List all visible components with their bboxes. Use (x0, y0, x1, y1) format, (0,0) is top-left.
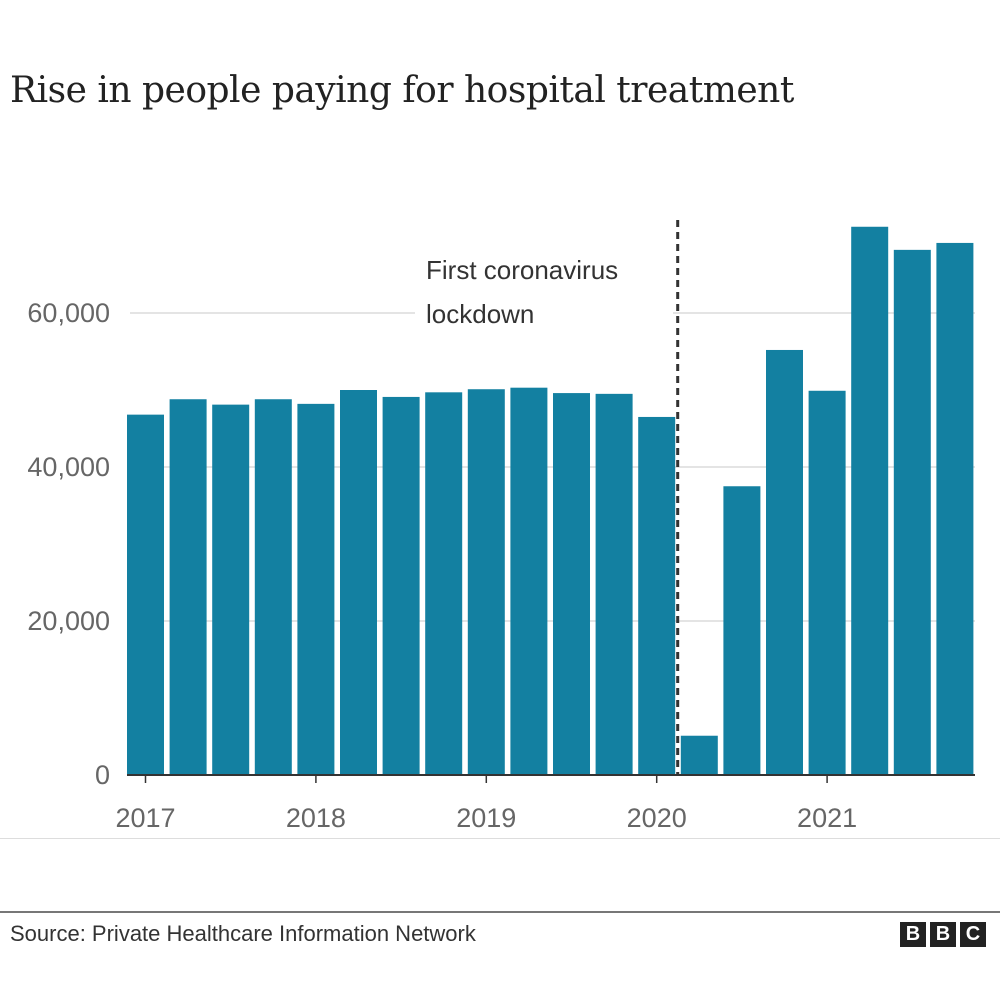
bar (169, 399, 207, 775)
x-tick-label: 2019 (456, 803, 516, 833)
bar (893, 249, 931, 776)
y-tick-label: 40,000 (27, 452, 110, 482)
logo-letter: C (960, 922, 986, 947)
bar (638, 416, 676, 775)
bar (723, 486, 761, 775)
bar (297, 403, 335, 775)
x-tick-label: 2017 (115, 803, 175, 833)
bar (595, 393, 633, 775)
bar (382, 396, 420, 775)
annotation-background (415, 250, 673, 332)
logo-letter: B (900, 922, 926, 947)
footer-divider (0, 911, 1000, 913)
bar (340, 390, 377, 775)
bar (766, 349, 803, 775)
chart-title: Rise in people paying for hospital treat… (10, 70, 794, 111)
y-tick-label: 60,000 (27, 298, 110, 328)
divider (0, 838, 1000, 839)
bar (510, 387, 548, 775)
bar-chart: 0 20,000 40,000 60,000 2017 2018 2019 2020 2021 F… (27, 220, 975, 833)
y-tick-label: 0 (95, 760, 110, 790)
source-note: Source: Private Healthcare Information N… (10, 921, 476, 946)
bar (808, 390, 846, 775)
annotation-text: lockdown (426, 299, 534, 329)
y-tick-label: 20,000 (27, 606, 110, 636)
bar (936, 242, 974, 775)
bar (680, 735, 718, 775)
bar (425, 392, 463, 775)
bar (254, 399, 292, 775)
bar (553, 393, 590, 775)
annotation-text: First coronavirus (426, 255, 618, 285)
x-tick-label: 2020 (627, 803, 687, 833)
bar (212, 404, 250, 775)
bar (467, 389, 505, 775)
bar (851, 226, 889, 775)
logo-letter: B (930, 922, 956, 947)
x-tick-label: 2021 (797, 803, 857, 833)
bar (127, 414, 164, 775)
bbc-logo: B B C (900, 922, 986, 947)
x-tick-label: 2018 (286, 803, 346, 833)
